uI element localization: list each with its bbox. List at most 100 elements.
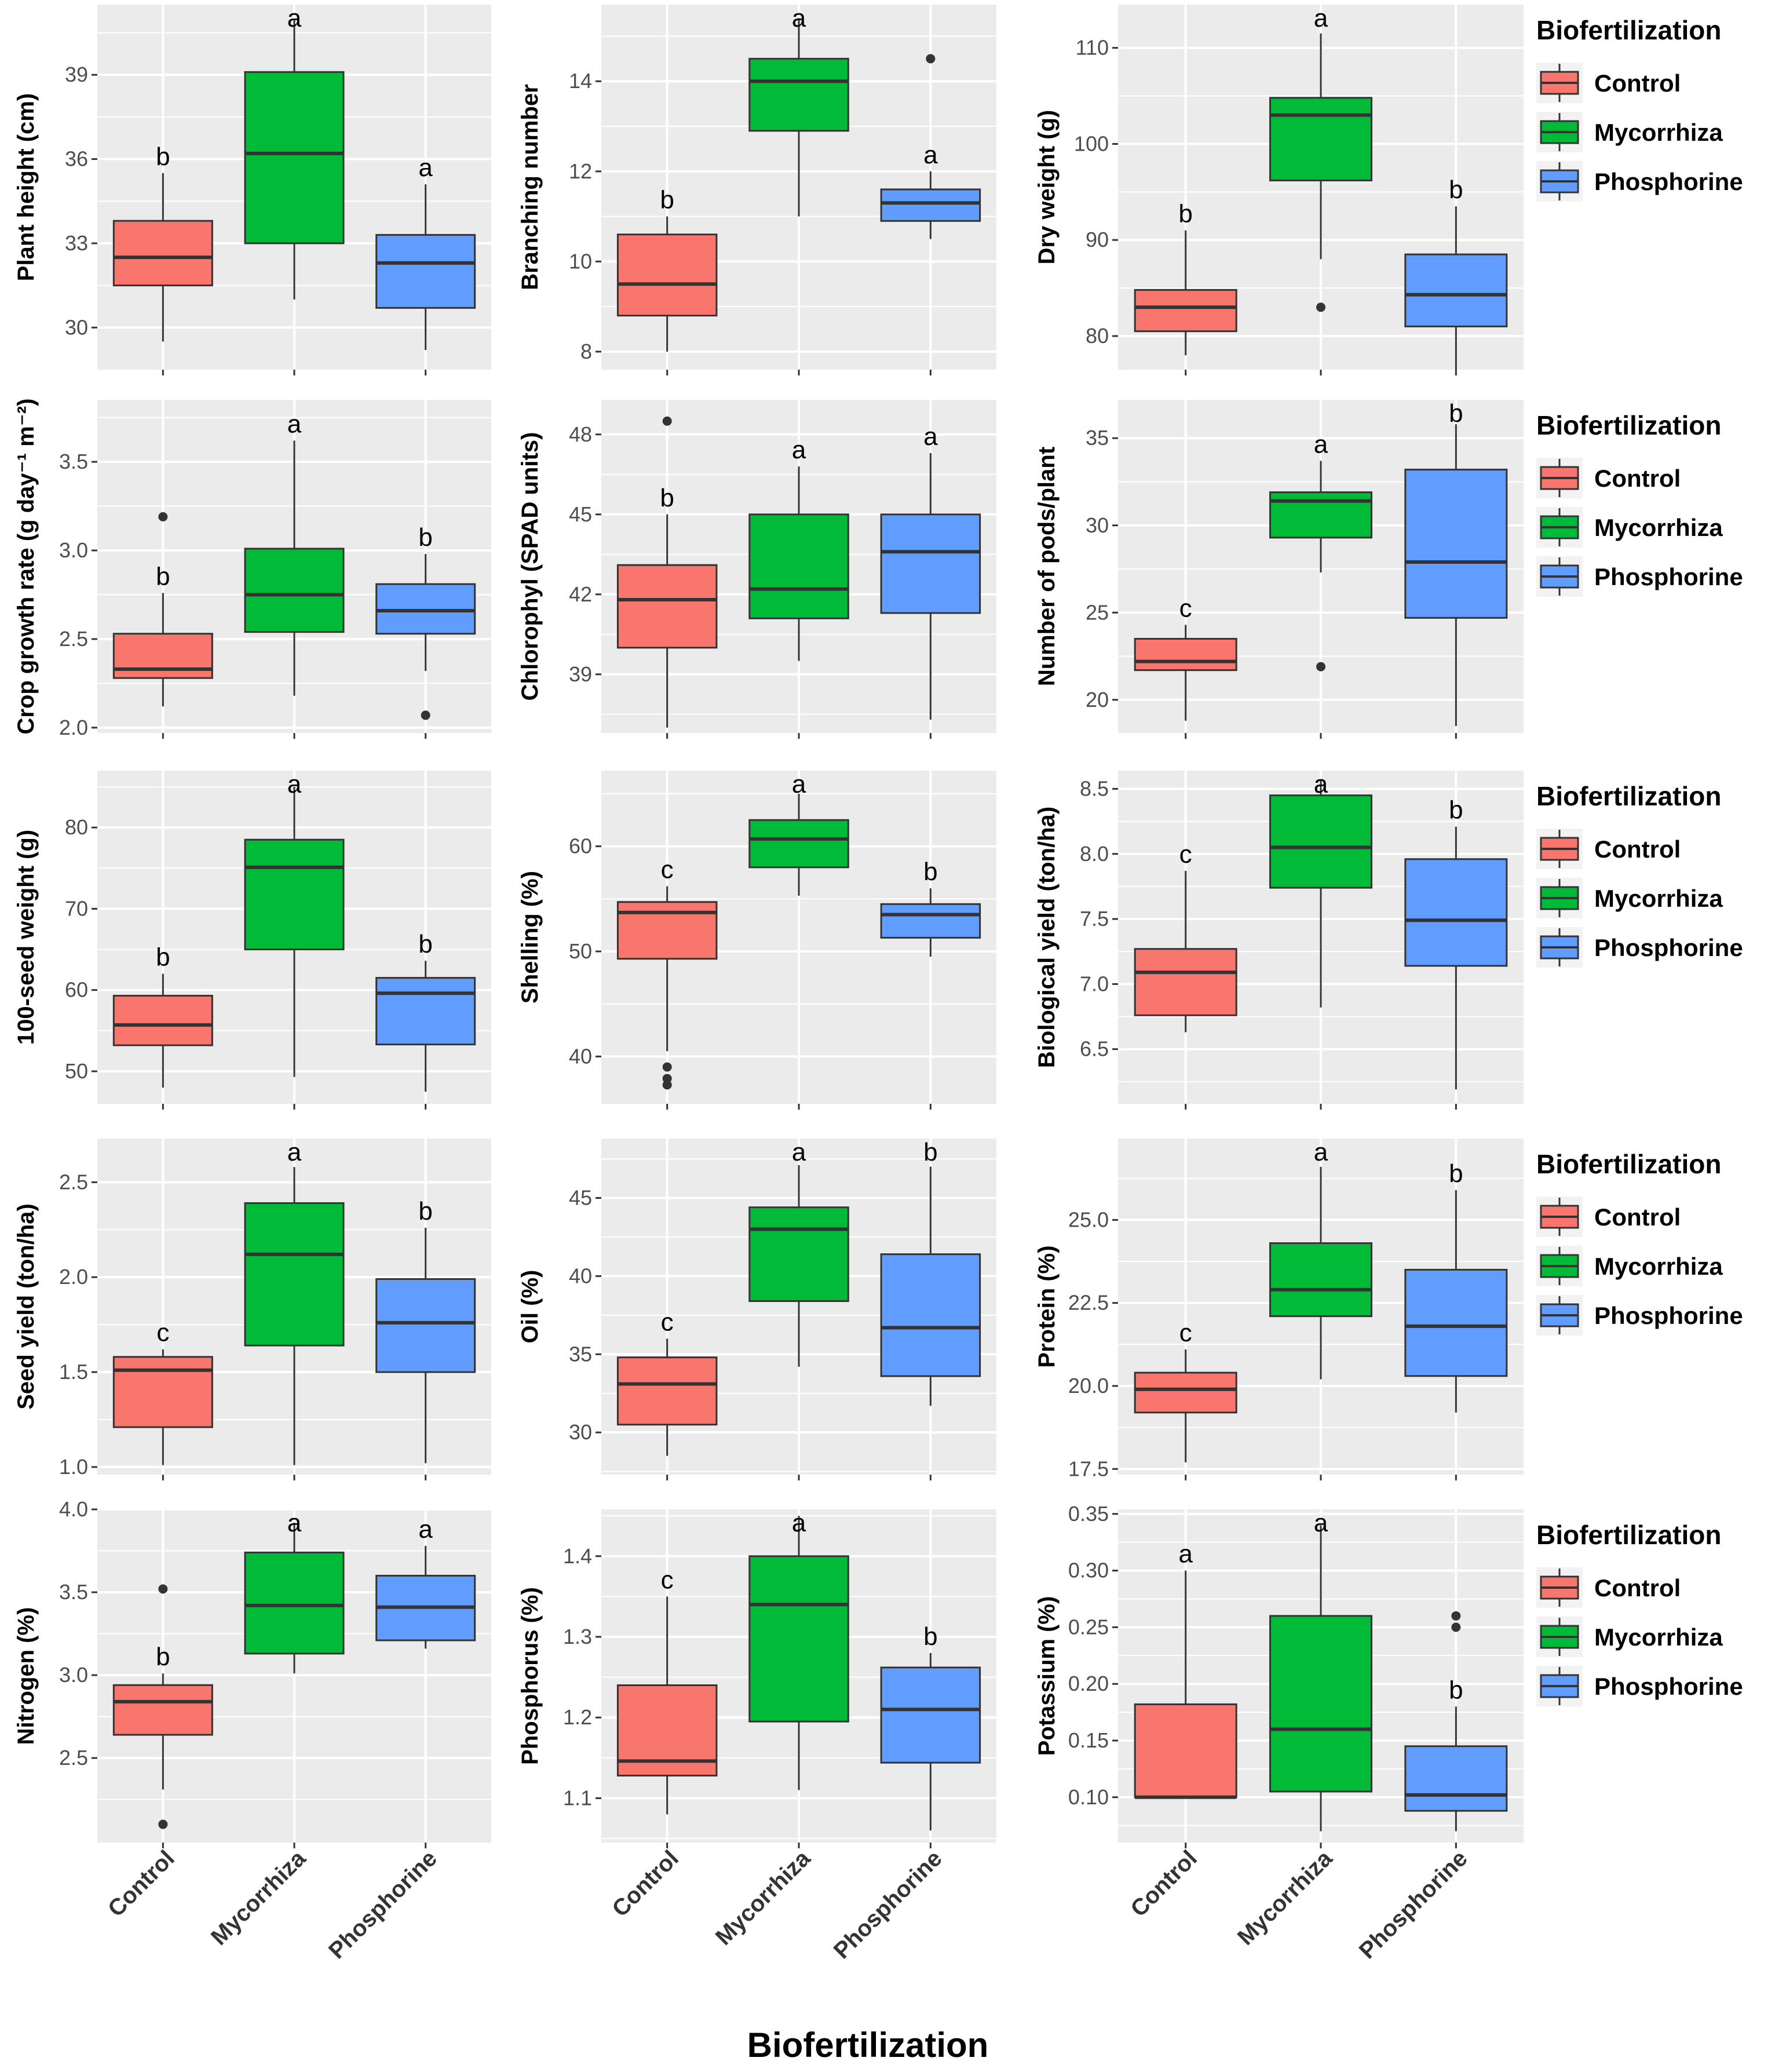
box-iqr xyxy=(1269,1242,1372,1318)
box-phosphorine: b xyxy=(1404,176,1508,370)
y-tick-label: 70 xyxy=(65,896,88,920)
box-iqr xyxy=(112,220,213,287)
legend-title: Biofertilization xyxy=(1536,410,1721,440)
box-mycorrhiza: a xyxy=(1269,430,1372,672)
box-control: a xyxy=(1134,1540,1237,1799)
significance-letter: a xyxy=(1178,1540,1193,1568)
box-phosphorine: a xyxy=(375,1515,476,1649)
outlier-point xyxy=(1316,302,1325,312)
legend-key-phosphorine xyxy=(1536,1666,1583,1706)
box-iqr xyxy=(1404,858,1508,967)
y-tick-label: 90 xyxy=(1086,228,1109,251)
legend-label: Control xyxy=(1594,1203,1681,1231)
box-control: c xyxy=(1134,594,1237,721)
y-tick-label: 7.5 xyxy=(1080,907,1109,931)
y-axis-title: 100-seed weight (g) xyxy=(13,830,39,1045)
legend: Biofertilization Control Mycorrhiza Phospho… xyxy=(1536,1520,1743,1706)
box-mycorrhiza: a xyxy=(748,770,849,896)
legend: Biofertilization Control Mycorrhiza Phospho… xyxy=(1536,15,1743,202)
panel-7: 50 60 70 80 100-seed weight (g) b a b xyxy=(13,770,491,1110)
outlier-point xyxy=(926,54,936,64)
box-iqr xyxy=(748,1555,849,1723)
outlier-point xyxy=(662,1080,672,1090)
outlier-point xyxy=(662,1062,672,1072)
y-tick-label: 3.0 xyxy=(59,1663,88,1687)
significance-letter: a xyxy=(287,4,302,32)
x-tick-label-mycorrhiza: Mycorrhiza xyxy=(1233,1845,1338,1950)
legend: Biofertilization Control Mycorrhiza Phospho… xyxy=(1536,410,1743,597)
significance-letter: c xyxy=(1179,594,1192,622)
legend-label: Phosphorine xyxy=(1594,1302,1743,1329)
box-phosphorine: a xyxy=(375,154,476,351)
legends: Biofertilization Control Mycorrhiza Phospho… xyxy=(1536,15,1743,1706)
y-tick-label: 3.5 xyxy=(59,450,88,473)
box-mycorrhiza: a xyxy=(244,1509,345,1674)
outlier-point xyxy=(158,512,168,521)
box-control: b xyxy=(616,186,718,352)
y-tick-label: 20 xyxy=(1086,688,1109,712)
y-tick-label: 1.0 xyxy=(59,1455,88,1479)
box-iqr xyxy=(748,57,849,132)
significance-letter: c xyxy=(661,1308,674,1336)
box-mycorrhiza: a xyxy=(1269,1138,1372,1380)
box-mycorrhiza: a xyxy=(748,1138,849,1367)
legend-label: Control xyxy=(1594,70,1681,97)
y-tick-label: 7.0 xyxy=(1080,972,1109,995)
significance-letter: a xyxy=(792,1509,806,1537)
y-tick-label: 3.5 xyxy=(59,1580,88,1604)
x-tick-label-mycorrhiza: Mycorrhiza xyxy=(711,1845,816,1950)
y-tick-label: 4.0 xyxy=(59,1497,88,1521)
box-iqr xyxy=(1404,1745,1508,1812)
box-mycorrhiza: a xyxy=(748,4,849,217)
significance-letter: b xyxy=(1449,399,1463,428)
x-tick-label-phosphorine: Phosphorine xyxy=(1354,1845,1473,1964)
significance-letter: b xyxy=(1449,1676,1463,1704)
y-axis-title: Protein (%) xyxy=(1034,1245,1060,1367)
box-mycorrhiza: a xyxy=(748,1509,849,1790)
significance-letter: b xyxy=(660,484,674,512)
box-iqr xyxy=(1134,289,1237,333)
legend-label: Mycorrhiza xyxy=(1594,514,1723,541)
significance-letter: c xyxy=(1179,1319,1192,1347)
box-iqr xyxy=(244,1551,345,1655)
significance-letter: a xyxy=(418,1515,433,1544)
box-control: c xyxy=(1134,1319,1237,1462)
box-phosphorine: a xyxy=(880,54,981,239)
y-axis-title: Nitrogen (%) xyxy=(13,1607,39,1745)
y-tick-label: 50 xyxy=(569,939,592,963)
y-tick-label: 22.5 xyxy=(1068,1291,1109,1315)
y-tick-label: 8 xyxy=(580,340,592,363)
x-axis-labels: Control Mycorrhiza Phosphorine Control Mycor… xyxy=(103,1845,1473,1964)
box-control: b xyxy=(616,416,718,728)
box-phosphorine: b xyxy=(375,930,476,1092)
y-tick-label: 39 xyxy=(569,662,592,686)
significance-letter: b xyxy=(418,930,432,958)
box-iqr xyxy=(375,583,476,635)
significance-letter: a xyxy=(287,770,302,798)
x-tick-label-control: Control xyxy=(103,1845,180,1922)
outlier-point xyxy=(158,1819,168,1829)
y-tick-label: 45 xyxy=(569,1186,592,1210)
y-axis-title: Potassium (%) xyxy=(1034,1596,1060,1756)
box-iqr xyxy=(244,1202,345,1347)
panel-13: 2.5 3.0 3.5 4.0 Nitrogen (%) b a a xyxy=(13,1497,491,1848)
legend-label: Mycorrhiza xyxy=(1594,119,1723,146)
y-tick-label: 40 xyxy=(569,1264,592,1287)
box-iqr xyxy=(880,1666,981,1764)
panel-8: 40 50 60 Shelling (%) c a b xyxy=(517,770,996,1110)
significance-letter: b xyxy=(418,1197,432,1225)
y-axis-title: Seed yield (ton/ha) xyxy=(13,1203,39,1410)
significance-letter: c xyxy=(1179,840,1192,869)
box-mycorrhiza: a xyxy=(1269,4,1372,312)
box-control: c xyxy=(616,1308,718,1456)
x-tick-label-control: Control xyxy=(1126,1845,1202,1922)
legend-title: Biofertilization xyxy=(1536,15,1721,45)
legend-label: Mycorrhiza xyxy=(1594,1624,1723,1651)
legend-label: Control xyxy=(1594,836,1681,863)
legend: Biofertilization Control Mycorrhiza Phospho… xyxy=(1536,781,1743,968)
legend-key-phosphorine xyxy=(1536,927,1583,968)
box-mycorrhiza: a xyxy=(748,436,849,661)
y-axis-title: Shelling (%) xyxy=(517,871,543,1004)
legend-label: Phosphorine xyxy=(1594,934,1743,961)
shared-x-axis-title: Biofertilization xyxy=(747,2026,989,2064)
